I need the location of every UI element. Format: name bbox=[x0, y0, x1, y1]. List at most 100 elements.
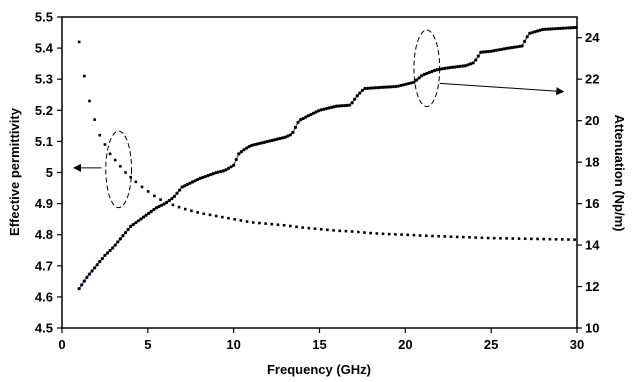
attenuation-point bbox=[296, 120, 300, 124]
attenuation-point bbox=[355, 94, 359, 98]
permittivity-point bbox=[313, 227, 317, 230]
attenuation-point bbox=[242, 148, 246, 152]
attenuation-point bbox=[432, 68, 437, 73]
attenuation-point bbox=[396, 84, 401, 88]
attenuation-point bbox=[445, 66, 449, 70]
permittivity-point bbox=[239, 219, 243, 222]
attenuation-point bbox=[265, 140, 269, 144]
attenuation-point bbox=[293, 125, 298, 130]
attenuation-point bbox=[533, 30, 537, 34]
attenuation-point bbox=[80, 283, 84, 287]
attenuation-point bbox=[134, 221, 138, 225]
attenuation-point bbox=[556, 26, 560, 31]
permittivity-point bbox=[356, 230, 360, 234]
attenuation-point bbox=[394, 84, 398, 89]
attenuation-point bbox=[208, 173, 213, 177]
attenuation-point bbox=[371, 86, 375, 90]
permittivity-point bbox=[289, 224, 292, 228]
left-tick-label: 5.4 bbox=[35, 41, 54, 56]
attenuation-point bbox=[262, 140, 267, 144]
permittivity-point bbox=[171, 203, 175, 207]
left-tick-label: 4.9 bbox=[35, 196, 53, 211]
attenuation-point bbox=[499, 47, 504, 51]
attenuation-point bbox=[216, 170, 220, 174]
attenuation-point bbox=[414, 78, 419, 82]
right-axis-ticks: 10 12 14 16 18 20 22 24 bbox=[577, 30, 600, 336]
permittivity-point bbox=[77, 40, 81, 44]
attenuation-point bbox=[244, 146, 249, 150]
attenuation-point bbox=[188, 181, 192, 185]
attenuation-point bbox=[574, 25, 578, 30]
attenuation-point bbox=[95, 263, 99, 267]
permittivity-point bbox=[103, 143, 107, 146]
attenuation-point bbox=[463, 64, 468, 68]
attenuation-point bbox=[407, 81, 411, 86]
attenuation-point bbox=[453, 65, 457, 69]
attenuation-point bbox=[113, 243, 117, 247]
left-tick-label: 4.5 bbox=[35, 321, 53, 336]
attenuation-point bbox=[365, 86, 370, 90]
right-tick-label: 24 bbox=[585, 30, 600, 45]
attenuation-point bbox=[342, 103, 346, 108]
attenuation-point bbox=[481, 50, 486, 54]
permittivity-point bbox=[449, 235, 453, 238]
permittivity-point bbox=[437, 234, 440, 238]
x-tick-label: 10 bbox=[226, 337, 240, 352]
attenuation-point bbox=[165, 200, 169, 204]
attenuation-point bbox=[383, 85, 388, 89]
attenuation-point bbox=[412, 80, 416, 84]
attenuation-point bbox=[386, 85, 390, 89]
left-tick-label: 4.7 bbox=[35, 258, 53, 273]
attenuation-point bbox=[139, 217, 143, 221]
axis-pointer-arrow bbox=[439, 82, 565, 96]
permittivity-point bbox=[153, 194, 156, 198]
permittivity-point bbox=[159, 198, 162, 201]
right-tick-label: 16 bbox=[585, 196, 599, 211]
attenuation-point bbox=[93, 266, 97, 270]
attenuation-point bbox=[131, 222, 135, 227]
attenuation-point bbox=[566, 26, 571, 30]
permittivity-point bbox=[486, 236, 490, 240]
attenuation-point bbox=[301, 116, 305, 121]
attenuation-point bbox=[306, 114, 310, 118]
attenuation-point bbox=[211, 172, 215, 176]
permittivity-point bbox=[492, 236, 496, 240]
attenuation-point bbox=[381, 85, 385, 89]
right-tick-label: 22 bbox=[585, 72, 599, 87]
permittivity-point bbox=[134, 180, 138, 184]
attenuation-point bbox=[103, 253, 107, 258]
attenuation-point bbox=[82, 279, 86, 283]
attenuation-point bbox=[505, 46, 509, 51]
left-axis-ticks: 4.5 4.6 4.7 4.8 4.9 5 5.1 5.2 5.3 5.4 5.5 bbox=[35, 10, 62, 336]
attenuation-point bbox=[167, 198, 171, 203]
left-tick-label: 5.5 bbox=[35, 10, 53, 25]
permittivity-point bbox=[108, 152, 112, 156]
attenuation-point bbox=[185, 182, 189, 187]
permittivity-point bbox=[295, 225, 298, 229]
attenuation-point bbox=[402, 83, 406, 87]
attenuation-point bbox=[391, 85, 395, 89]
permittivity-point bbox=[326, 228, 329, 232]
x-axis-title: Frequency (GHz) bbox=[267, 362, 371, 377]
attenuation-point bbox=[234, 157, 238, 162]
attenuation-point bbox=[517, 44, 522, 49]
annotations bbox=[73, 29, 565, 209]
right-tick-label: 12 bbox=[585, 279, 599, 294]
x-tick-label: 20 bbox=[398, 337, 412, 352]
permittivity-point bbox=[548, 237, 552, 241]
highlight-ellipse bbox=[413, 29, 441, 108]
attenuation-point bbox=[280, 136, 285, 140]
attenuation-point bbox=[237, 152, 241, 156]
permittivity-point bbox=[468, 236, 471, 239]
attenuation-point bbox=[502, 47, 506, 51]
attenuation-point bbox=[329, 105, 334, 109]
attenuation-series bbox=[77, 25, 578, 291]
attenuation-point bbox=[100, 256, 104, 261]
permittivity-point bbox=[270, 222, 274, 226]
attenuation-point bbox=[551, 27, 555, 31]
permittivity-point bbox=[523, 237, 527, 241]
attenuation-point bbox=[126, 227, 130, 232]
attenuation-point bbox=[159, 203, 164, 207]
permittivity-point bbox=[406, 233, 410, 237]
attenuation-point bbox=[77, 287, 81, 291]
